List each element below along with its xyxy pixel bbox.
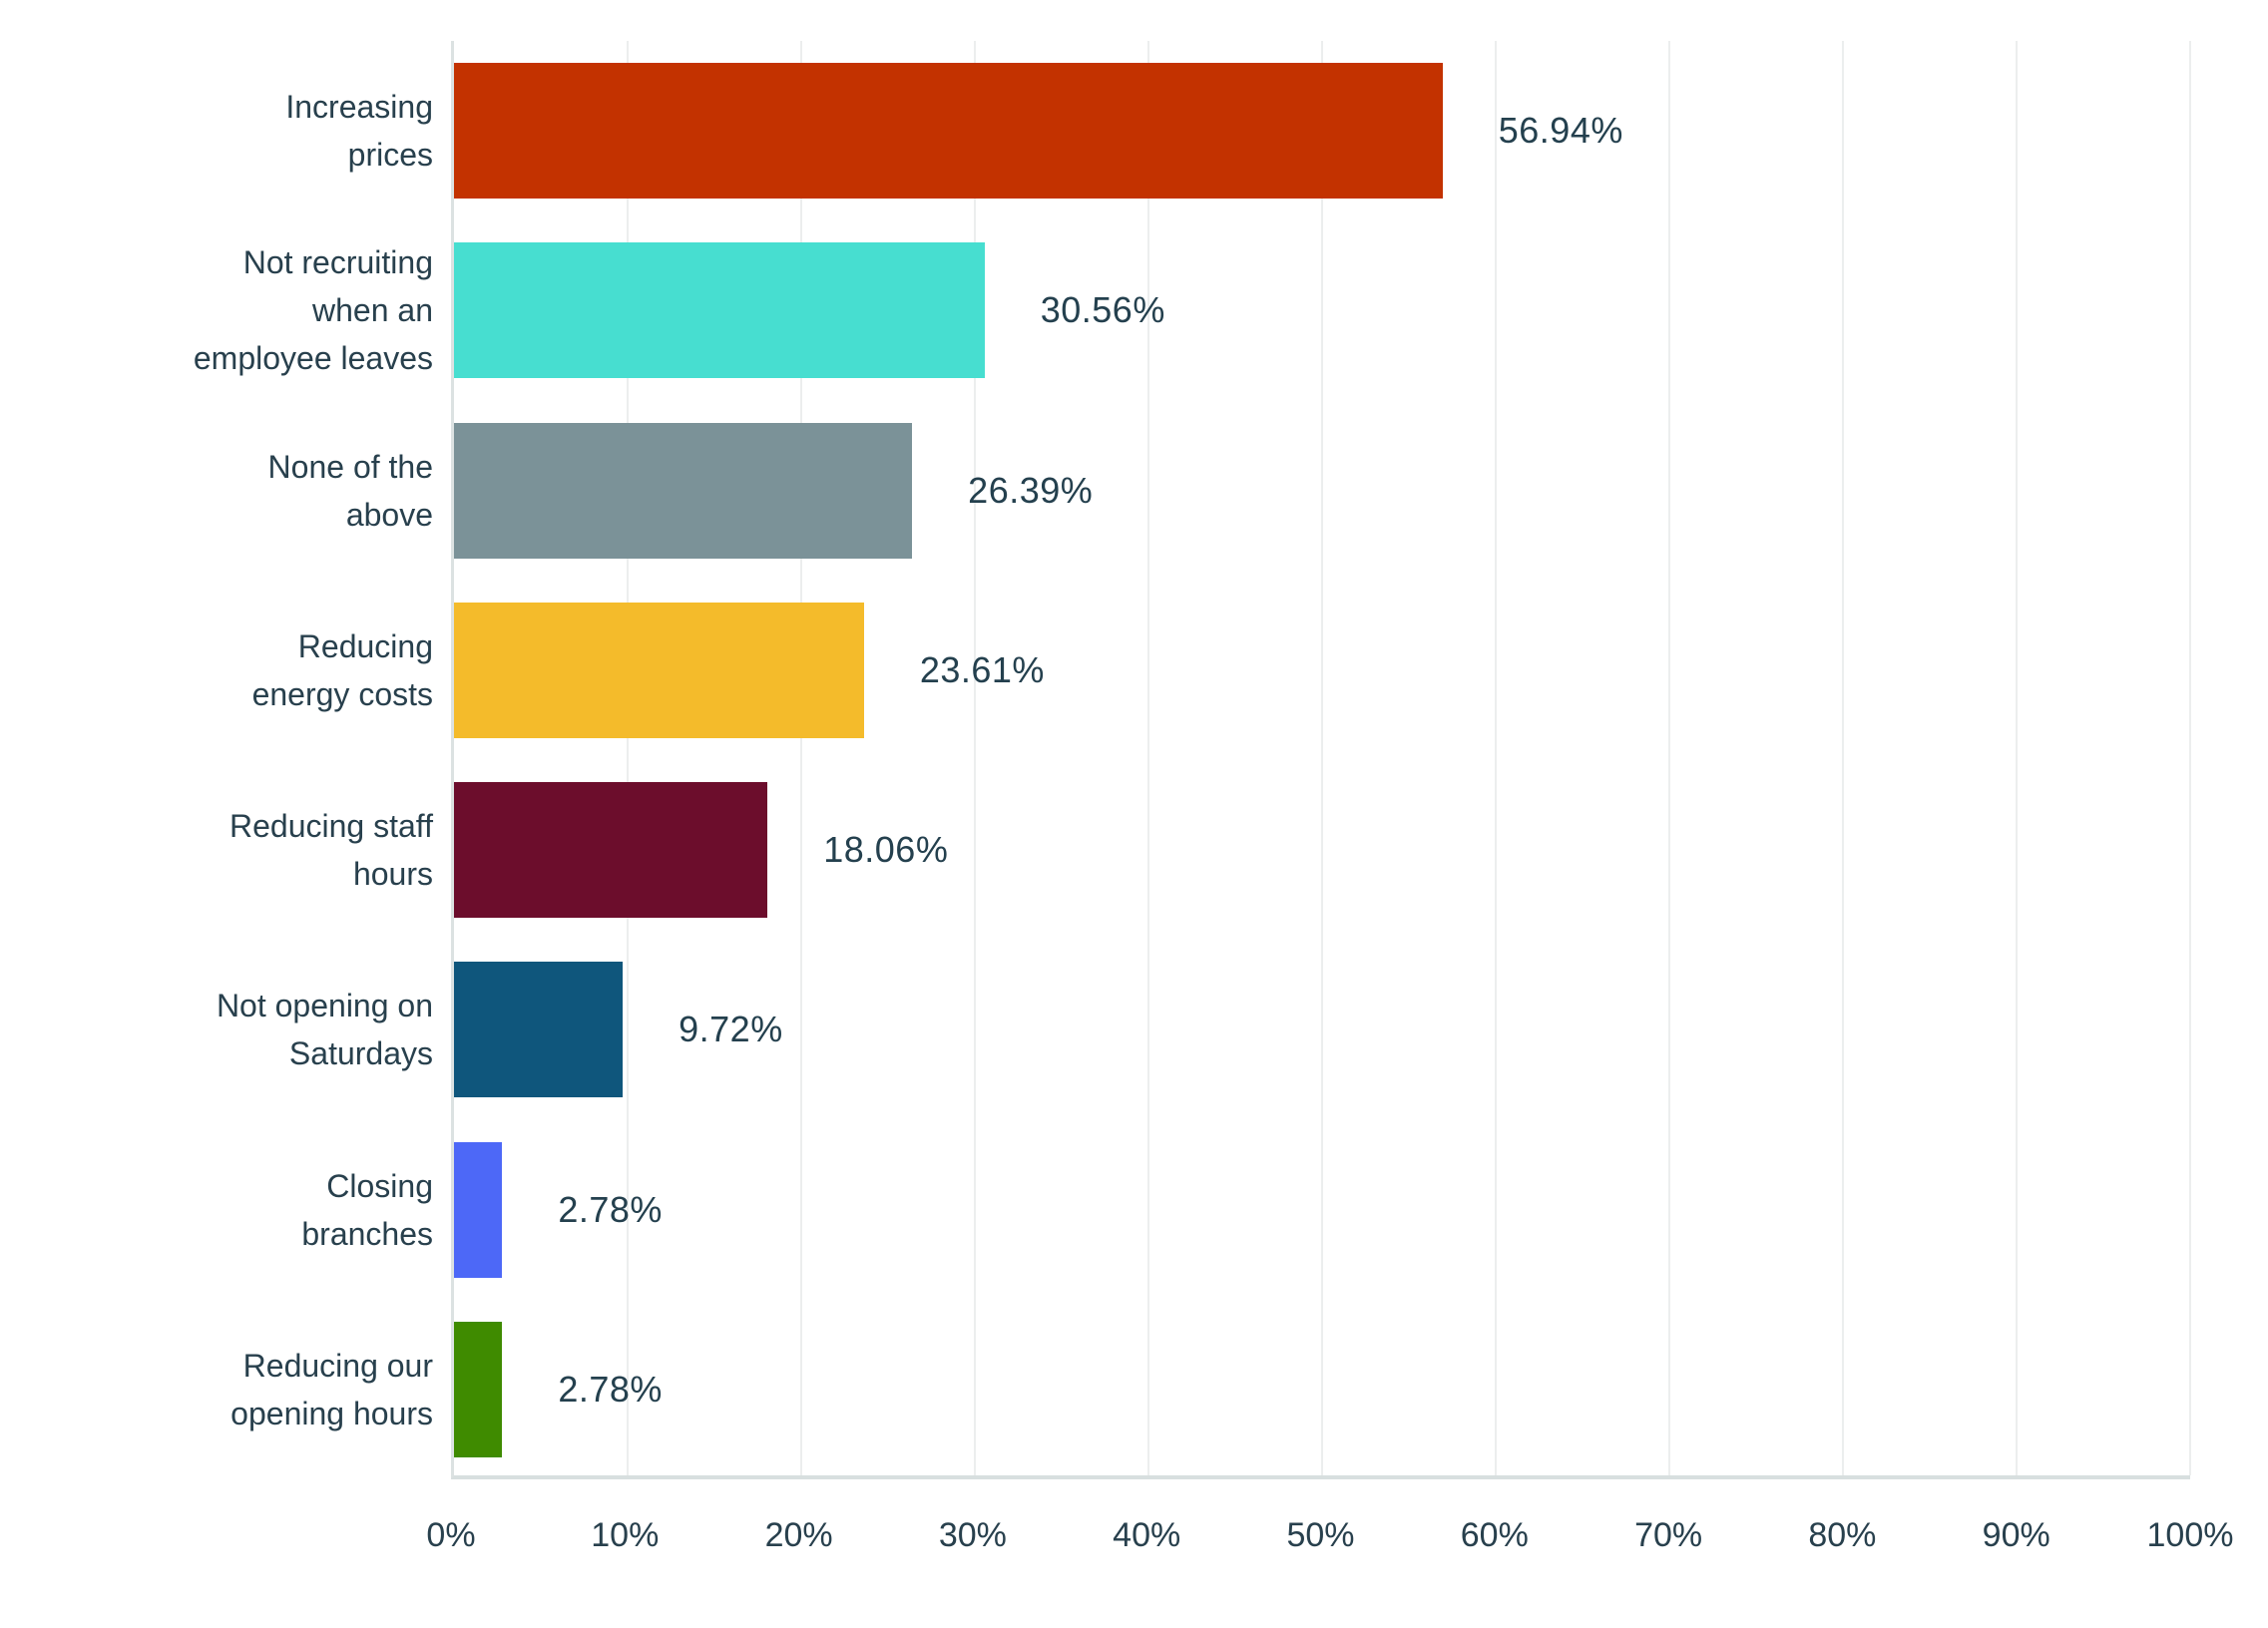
category-label-row: Reducing staff hours bbox=[0, 760, 451, 940]
value-label: 30.56% bbox=[1040, 289, 1165, 331]
gridline bbox=[627, 41, 629, 1475]
gridline bbox=[1668, 41, 1670, 1475]
gridline bbox=[1321, 41, 1323, 1475]
gridline bbox=[2189, 41, 2191, 1475]
gridline bbox=[974, 41, 976, 1475]
category-label-row: Not recruiting when an employee leaves bbox=[0, 220, 451, 400]
value-label: 9.72% bbox=[679, 1009, 783, 1050]
bar bbox=[454, 63, 1443, 200]
bar-row: 2.78% bbox=[454, 1300, 2190, 1479]
bar bbox=[454, 422, 913, 559]
bar bbox=[454, 602, 864, 738]
bar bbox=[454, 962, 624, 1098]
x-tick-label: 90% bbox=[1982, 1516, 2050, 1554]
value-label: 23.61% bbox=[919, 648, 1045, 690]
category-label: Not opening on Saturdays bbox=[216, 988, 433, 1072]
x-tick-label: 30% bbox=[938, 1516, 1007, 1554]
category-label: Not recruiting when an employee leaves bbox=[193, 244, 433, 377]
x-tick-label: 0% bbox=[426, 1516, 476, 1554]
value-label: 2.78% bbox=[558, 1368, 663, 1410]
x-tick-label: 80% bbox=[1808, 1516, 1877, 1554]
value-label: 26.39% bbox=[968, 469, 1094, 511]
bar-row: 23.61% bbox=[454, 581, 2190, 760]
bar-row: 56.94% bbox=[454, 41, 2190, 220]
x-tick-label: 20% bbox=[764, 1516, 833, 1554]
gridline bbox=[1495, 41, 1497, 1475]
plot-area: 56.94% 30.56% 26.39% 23.61% 18.06% 9.72% 2.78%… bbox=[451, 41, 2191, 1479]
bar bbox=[454, 1321, 503, 1457]
category-label-row: Not opening on Saturdays bbox=[0, 940, 451, 1119]
value-label: 56.94% bbox=[1498, 110, 1623, 152]
x-tick-label: 40% bbox=[1113, 1516, 1181, 1554]
bar bbox=[454, 1141, 503, 1278]
category-label-row: Reducing energy costs bbox=[0, 581, 451, 760]
bar-row: 26.39% bbox=[454, 401, 2190, 581]
category-label-row: Increasing prices bbox=[0, 41, 451, 220]
gridline bbox=[800, 41, 802, 1475]
x-tick-label: 70% bbox=[1634, 1516, 1703, 1554]
category-label: None of the above bbox=[267, 448, 433, 533]
category-label-row: None of the above bbox=[0, 401, 451, 581]
x-tick-label: 10% bbox=[591, 1516, 660, 1554]
bar-rows: 56.94% 30.56% 26.39% 23.61% 18.06% 9.72% 2.78%… bbox=[454, 41, 2190, 1475]
bar-row: 9.72% bbox=[454, 940, 2190, 1119]
x-tick-label: 50% bbox=[1286, 1516, 1355, 1554]
category-label: Increasing prices bbox=[285, 89, 433, 174]
gridline bbox=[1147, 41, 1149, 1475]
category-label-row: Reducing our opening hours bbox=[0, 1300, 451, 1479]
category-label-row: Closing branches bbox=[0, 1120, 451, 1300]
bar bbox=[454, 242, 985, 379]
value-label: 18.06% bbox=[823, 829, 949, 871]
bar-row: 2.78% bbox=[454, 1120, 2190, 1300]
bar bbox=[454, 782, 768, 919]
category-label: Closing branches bbox=[301, 1167, 433, 1252]
x-axis: 0% 10% 20% 30% 40% 50% 60% 70% 80% 90% 100% bbox=[426, 1499, 2233, 1569]
bar-row: 30.56% bbox=[454, 220, 2190, 400]
category-label: Reducing staff hours bbox=[229, 808, 433, 893]
value-label: 2.78% bbox=[558, 1188, 663, 1230]
bar-row: 18.06% bbox=[454, 760, 2190, 940]
category-axis: Increasing prices Not recruiting when an … bbox=[0, 41, 451, 1479]
x-tick-label: 60% bbox=[1460, 1516, 1529, 1554]
gridline bbox=[1842, 41, 1844, 1475]
category-label: Reducing energy costs bbox=[251, 627, 433, 712]
category-label: Reducing our opening hours bbox=[230, 1347, 433, 1431]
x-tick-label: 100% bbox=[2146, 1516, 2234, 1554]
gridline bbox=[2016, 41, 2018, 1475]
